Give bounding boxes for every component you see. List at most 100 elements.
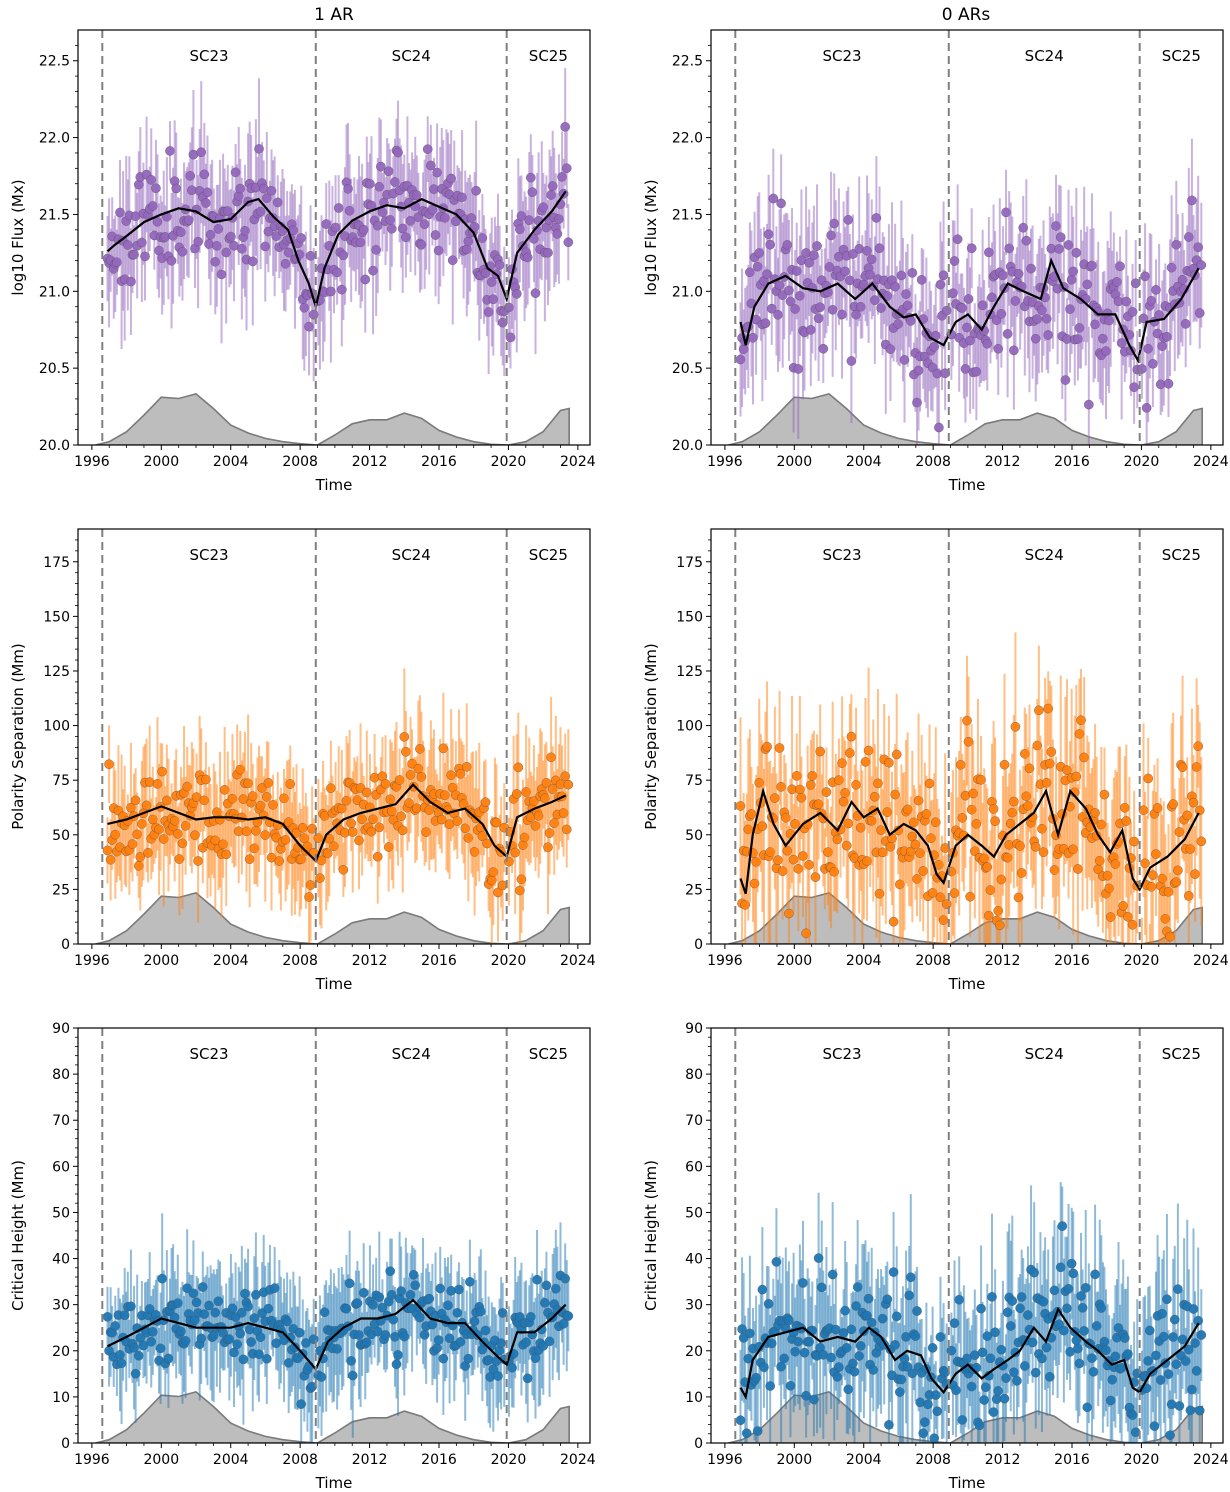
cycle-label: SC24	[392, 546, 431, 564]
data-point	[846, 356, 857, 366]
x-tick-label: 2012	[352, 1452, 388, 1468]
data-point	[1165, 1430, 1175, 1441]
smoothed-trend-line	[107, 782, 567, 863]
data-point	[1054, 244, 1064, 254]
data-point	[1016, 868, 1027, 878]
x-tick-label: 2024	[1193, 454, 1229, 470]
x-tick-label: 2020	[491, 454, 527, 470]
data-point	[998, 270, 1008, 281]
data-point	[1188, 1304, 1199, 1314]
cycle-label: SC24	[392, 1045, 431, 1063]
data-point	[821, 787, 832, 797]
data-point	[243, 1301, 253, 1312]
y-tick-label: 100	[43, 719, 70, 735]
x-tick-label: 2000	[143, 953, 179, 969]
data-point	[818, 343, 829, 354]
data-point	[773, 310, 783, 320]
x-tick-label: 2000	[143, 454, 179, 470]
cycle-label: SC25	[1162, 1045, 1201, 1063]
data-point	[1119, 802, 1130, 813]
data-point	[193, 856, 203, 866]
x-tick-label: 2004	[846, 953, 882, 969]
data-point	[1194, 308, 1205, 318]
data-point	[735, 1415, 746, 1426]
data-point	[397, 825, 408, 836]
data-point	[530, 288, 541, 298]
data-point	[938, 270, 949, 281]
y-tick-label: 22.0	[39, 131, 70, 147]
x-tick-label: 1996	[707, 1452, 743, 1468]
data-point	[374, 822, 385, 833]
data-point	[843, 215, 854, 225]
y-tick-label: 20.5	[672, 361, 703, 377]
x-tick-label: 2000	[143, 1452, 179, 1468]
x-tick-label: 2004	[846, 1452, 882, 1468]
data-point	[316, 1372, 327, 1382]
data-point	[988, 804, 999, 814]
x-tick-label: 2020	[1124, 953, 1160, 969]
data-point	[511, 789, 522, 799]
data-point	[851, 780, 861, 790]
data-point	[757, 821, 768, 831]
data-point	[1194, 805, 1205, 816]
data-point	[770, 793, 780, 803]
data-point	[816, 1282, 827, 1293]
smoothed-trend-line	[739, 786, 1200, 895]
data-point	[346, 818, 356, 829]
x-tick-label: 2004	[213, 454, 249, 470]
data-point	[263, 778, 274, 788]
data-point	[782, 240, 793, 250]
y-tick-label: 125	[676, 664, 703, 680]
x-tick-label: 2024	[560, 1452, 596, 1468]
y-tick-label: 0	[694, 1436, 703, 1452]
y-tick-label: 80	[685, 1067, 703, 1083]
data-point	[1079, 1326, 1089, 1336]
data-point	[1190, 869, 1200, 879]
y-tick-label: 75	[685, 773, 703, 789]
data-point	[907, 268, 918, 278]
data-point	[494, 260, 505, 270]
y-tick-label: 40	[52, 1252, 70, 1268]
data-point	[1087, 1353, 1097, 1363]
data-point	[1012, 1376, 1022, 1386]
x-tick-label: 2020	[1124, 454, 1160, 470]
data-point	[1177, 762, 1188, 772]
data-point	[1148, 359, 1158, 369]
data-point	[999, 1393, 1010, 1404]
y-tick-label: 90	[685, 1021, 703, 1037]
data-point	[510, 847, 520, 858]
data-point	[774, 743, 785, 753]
y-axis-label: log10 Flux (Mx)	[642, 179, 660, 295]
plot-area	[728, 632, 1207, 944]
data-point	[393, 1350, 403, 1360]
data-point	[1043, 330, 1054, 340]
data-point	[757, 1284, 768, 1295]
data-point	[955, 760, 966, 770]
y-tick-label: 60	[685, 1159, 703, 1175]
data-point	[146, 175, 157, 185]
y-tick-label: 30	[52, 1298, 70, 1314]
data-point	[1193, 741, 1203, 751]
x-axis-label: Time	[315, 476, 353, 494]
y-axis-label: Critical Height (Mm)	[9, 1160, 27, 1311]
data-point	[104, 759, 114, 769]
y-tick-label: 50	[52, 828, 70, 844]
cycle-label: SC23	[822, 47, 861, 65]
data-point	[376, 161, 386, 172]
smoothed-trend-line	[739, 257, 1200, 364]
x-tick-label: 2000	[776, 1452, 812, 1468]
x-tick-label: 2016	[421, 1452, 457, 1468]
data-point	[963, 294, 974, 304]
data-point	[896, 270, 907, 281]
data-point	[1082, 1402, 1093, 1413]
data-point	[762, 741, 772, 752]
data-point	[916, 275, 927, 285]
data-point	[1143, 773, 1153, 784]
data-point	[1180, 319, 1191, 329]
data-point	[1194, 1405, 1205, 1416]
data-point	[1074, 1358, 1085, 1369]
cycle-label: SC24	[1025, 1045, 1064, 1063]
data-point	[815, 302, 825, 313]
